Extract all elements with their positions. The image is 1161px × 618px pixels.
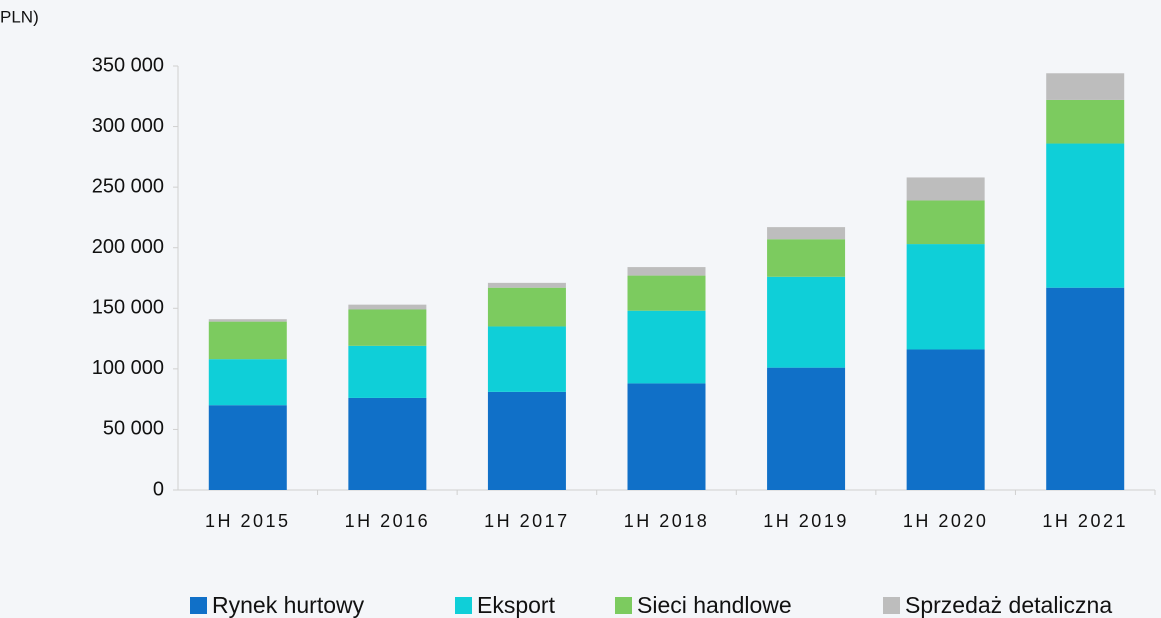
bar-segment bbox=[348, 397, 427, 490]
x-tick-label: 1H 2021 bbox=[1042, 511, 1128, 531]
bar-segment bbox=[767, 367, 846, 490]
bar-segment bbox=[1046, 99, 1125, 144]
bar-segment bbox=[1046, 143, 1125, 288]
chart-title: PLN) bbox=[0, 7, 39, 26]
x-tick-label: 1H 2018 bbox=[624, 511, 710, 531]
bar-segment bbox=[487, 391, 566, 490]
bar-segment bbox=[627, 310, 706, 384]
bar-segment bbox=[348, 309, 427, 346]
y-tick-label: 50 000 bbox=[103, 418, 164, 440]
bar-segment bbox=[208, 359, 287, 406]
bar-segment bbox=[348, 345, 427, 398]
bar-segment bbox=[1046, 287, 1125, 490]
bar-segment bbox=[906, 349, 985, 490]
y-tick-label: 300 000 bbox=[92, 115, 164, 137]
bar-segment bbox=[767, 239, 846, 277]
x-tick-label: 1H 2020 bbox=[903, 511, 989, 531]
y-tick-label: 150 000 bbox=[92, 297, 164, 319]
y-tick-label: 200 000 bbox=[92, 236, 164, 258]
legend-swatch bbox=[615, 597, 632, 614]
y-tick-label: 100 000 bbox=[92, 357, 164, 379]
x-tick-label: 1H 2017 bbox=[484, 511, 570, 531]
x-tick-label: 1H 2016 bbox=[345, 511, 431, 531]
x-tick-label: 1H 2015 bbox=[205, 511, 291, 531]
bar-segment bbox=[627, 383, 706, 490]
bar-segment bbox=[348, 304, 427, 310]
bar-segment bbox=[767, 227, 846, 240]
legend-swatch bbox=[190, 597, 207, 614]
bar-segment bbox=[208, 405, 287, 490]
bar-segment bbox=[906, 200, 985, 245]
bar-segment bbox=[906, 244, 985, 350]
legend-swatch bbox=[455, 597, 472, 614]
legend-label: Rynek hurtowy bbox=[212, 592, 365, 618]
legend-swatch bbox=[883, 597, 900, 614]
bar-segment bbox=[627, 267, 706, 276]
legend-label: Sprzedaż detaliczna bbox=[905, 592, 1112, 618]
bar-segment bbox=[627, 275, 706, 311]
y-tick-label: 0 bbox=[153, 478, 164, 500]
legend-label: Eksport bbox=[477, 592, 556, 618]
y-tick-label: 350 000 bbox=[92, 54, 164, 76]
bar-segment bbox=[208, 319, 287, 322]
y-tick-label: 250 000 bbox=[92, 175, 164, 197]
legend-label: Sieci handlowe bbox=[637, 592, 792, 618]
bar-segment bbox=[487, 282, 566, 288]
x-tick-label: 1H 2019 bbox=[763, 511, 849, 531]
bar-segment bbox=[487, 326, 566, 392]
bar-segment bbox=[1046, 73, 1125, 100]
bar-segment bbox=[208, 321, 287, 360]
bar-segment bbox=[487, 287, 566, 327]
bar-segment bbox=[906, 177, 985, 201]
bar-segment bbox=[767, 276, 846, 368]
